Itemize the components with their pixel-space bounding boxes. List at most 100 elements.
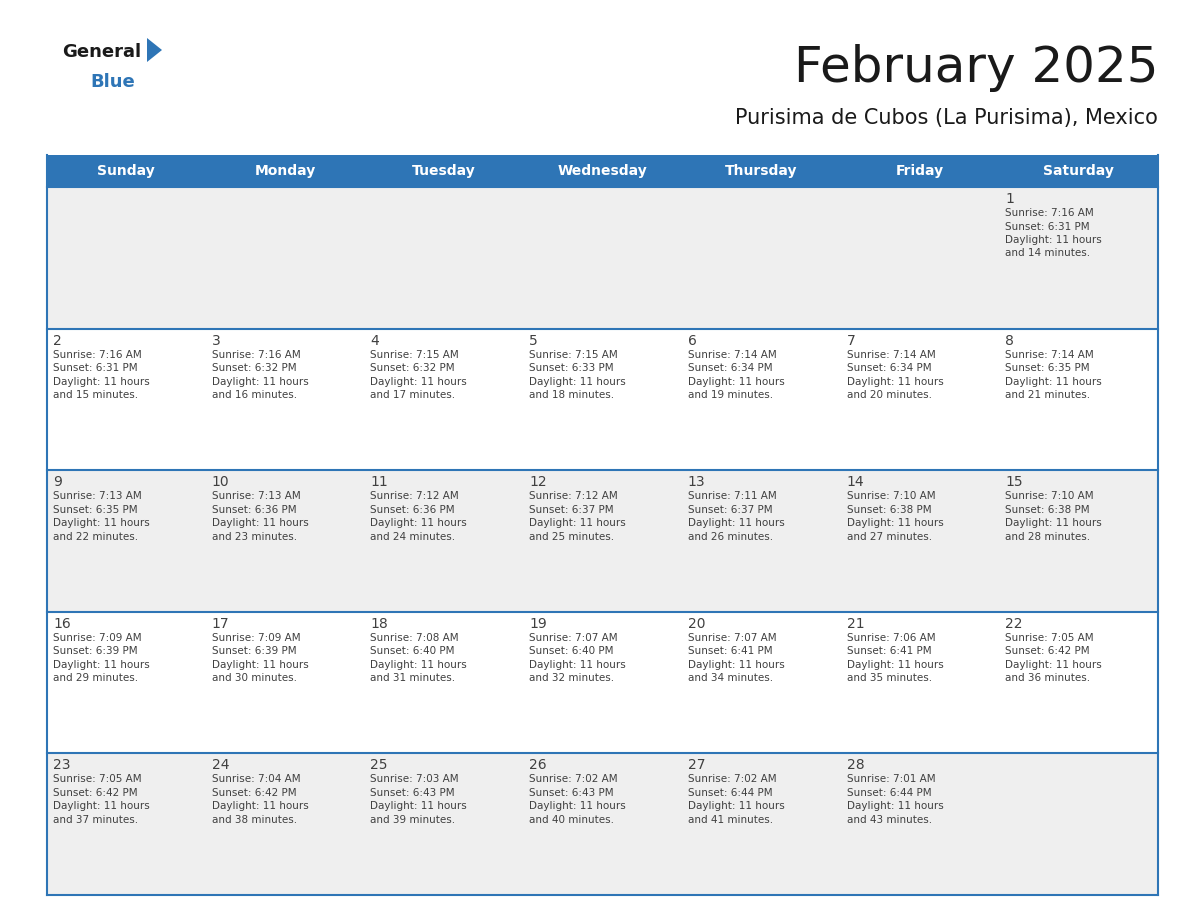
Text: General: General [62,43,141,61]
Text: 18: 18 [371,617,388,631]
Text: Sunrise: 7:02 AM: Sunrise: 7:02 AM [688,775,777,784]
Text: Daylight: 11 hours: Daylight: 11 hours [211,801,309,812]
Text: Sunset: 6:33 PM: Sunset: 6:33 PM [529,364,614,373]
Text: Sunrise: 7:14 AM: Sunrise: 7:14 AM [847,350,935,360]
Text: Sunrise: 7:05 AM: Sunrise: 7:05 AM [53,775,141,784]
Text: Sunrise: 7:14 AM: Sunrise: 7:14 AM [688,350,777,360]
Text: Sunrise: 7:11 AM: Sunrise: 7:11 AM [688,491,777,501]
Text: 25: 25 [371,758,388,772]
Text: Tuesday: Tuesday [412,164,475,178]
Text: Sunrise: 7:12 AM: Sunrise: 7:12 AM [371,491,460,501]
Text: Sunset: 6:36 PM: Sunset: 6:36 PM [371,505,455,515]
Text: Sunset: 6:34 PM: Sunset: 6:34 PM [847,364,931,373]
Text: Sunset: 6:43 PM: Sunset: 6:43 PM [529,788,614,798]
Text: Purisima de Cubos (La Purisima), Mexico: Purisima de Cubos (La Purisima), Mexico [735,108,1158,128]
Text: Daylight: 11 hours: Daylight: 11 hours [688,801,784,812]
Text: Sunset: 6:34 PM: Sunset: 6:34 PM [688,364,772,373]
Text: 4: 4 [371,333,379,348]
Text: Daylight: 11 hours: Daylight: 11 hours [1005,518,1102,528]
Text: and 40 minutes.: and 40 minutes. [529,815,614,825]
Text: and 27 minutes.: and 27 minutes. [847,532,931,542]
Text: Sunset: 6:35 PM: Sunset: 6:35 PM [1005,364,1089,373]
Text: Daylight: 11 hours: Daylight: 11 hours [53,518,150,528]
Text: Daylight: 11 hours: Daylight: 11 hours [847,376,943,386]
Text: Saturday: Saturday [1043,164,1114,178]
Bar [48,155,1158,187]
Text: Daylight: 11 hours: Daylight: 11 hours [53,660,150,670]
Text: and 15 minutes.: and 15 minutes. [53,390,138,400]
Text: Daylight: 11 hours: Daylight: 11 hours [688,518,784,528]
Text: and 36 minutes.: and 36 minutes. [1005,673,1091,683]
Text: and 17 minutes.: and 17 minutes. [371,390,455,400]
Text: 19: 19 [529,617,546,631]
Text: Sunset: 6:31 PM: Sunset: 6:31 PM [53,364,138,373]
Text: 26: 26 [529,758,546,772]
Text: Sunset: 6:36 PM: Sunset: 6:36 PM [211,505,296,515]
Text: and 19 minutes.: and 19 minutes. [688,390,773,400]
Text: Daylight: 11 hours: Daylight: 11 hours [211,376,309,386]
Text: Sunrise: 7:09 AM: Sunrise: 7:09 AM [53,633,141,643]
Text: and 28 minutes.: and 28 minutes. [1005,532,1091,542]
Text: Sunrise: 7:04 AM: Sunrise: 7:04 AM [211,775,301,784]
Text: 1: 1 [1005,192,1015,206]
Bar [48,329,1158,470]
Text: Daylight: 11 hours: Daylight: 11 hours [371,518,467,528]
Text: 5: 5 [529,333,538,348]
Text: and 35 minutes.: and 35 minutes. [847,673,931,683]
Text: Daylight: 11 hours: Daylight: 11 hours [847,801,943,812]
Text: and 34 minutes.: and 34 minutes. [688,673,773,683]
Text: 21: 21 [847,617,864,631]
Text: Sunrise: 7:08 AM: Sunrise: 7:08 AM [371,633,459,643]
Text: Sunset: 6:31 PM: Sunset: 6:31 PM [1005,221,1089,231]
Text: Sunrise: 7:06 AM: Sunrise: 7:06 AM [847,633,935,643]
Text: and 32 minutes.: and 32 minutes. [529,673,614,683]
Bar [48,470,1158,611]
Text: 2: 2 [53,333,62,348]
Text: and 30 minutes.: and 30 minutes. [211,673,297,683]
Text: Thursday: Thursday [725,164,797,178]
Text: and 41 minutes.: and 41 minutes. [688,815,773,825]
Text: Sunrise: 7:01 AM: Sunrise: 7:01 AM [847,775,935,784]
Text: Sunrise: 7:10 AM: Sunrise: 7:10 AM [847,491,935,501]
Text: Daylight: 11 hours: Daylight: 11 hours [53,801,150,812]
Bar [48,754,1158,895]
Text: Sunrise: 7:13 AM: Sunrise: 7:13 AM [211,491,301,501]
Text: Sunset: 6:42 PM: Sunset: 6:42 PM [211,788,296,798]
Text: Sunset: 6:44 PM: Sunset: 6:44 PM [688,788,772,798]
Text: 7: 7 [847,333,855,348]
Text: Sunrise: 7:07 AM: Sunrise: 7:07 AM [529,633,618,643]
Text: 17: 17 [211,617,229,631]
Text: 20: 20 [688,617,706,631]
Text: Sunset: 6:37 PM: Sunset: 6:37 PM [688,505,772,515]
Text: Blue: Blue [90,73,134,91]
Text: Daylight: 11 hours: Daylight: 11 hours [53,376,150,386]
Text: February 2025: February 2025 [794,44,1158,92]
Text: Sunrise: 7:13 AM: Sunrise: 7:13 AM [53,491,141,501]
Text: and 29 minutes.: and 29 minutes. [53,673,138,683]
Text: Daylight: 11 hours: Daylight: 11 hours [1005,660,1102,670]
Text: Sunset: 6:42 PM: Sunset: 6:42 PM [53,788,138,798]
Text: 3: 3 [211,333,221,348]
Text: Sunset: 6:39 PM: Sunset: 6:39 PM [211,646,296,656]
Text: 13: 13 [688,476,706,489]
Text: Daylight: 11 hours: Daylight: 11 hours [211,660,309,670]
Text: 8: 8 [1005,333,1015,348]
Text: and 39 minutes.: and 39 minutes. [371,815,455,825]
Text: and 23 minutes.: and 23 minutes. [211,532,297,542]
Text: Daylight: 11 hours: Daylight: 11 hours [371,660,467,670]
Text: and 16 minutes.: and 16 minutes. [211,390,297,400]
Text: 28: 28 [847,758,864,772]
Text: and 14 minutes.: and 14 minutes. [1005,249,1091,259]
Text: Daylight: 11 hours: Daylight: 11 hours [529,801,626,812]
Text: 11: 11 [371,476,388,489]
Text: Sunset: 6:43 PM: Sunset: 6:43 PM [371,788,455,798]
Text: Sunrise: 7:15 AM: Sunrise: 7:15 AM [529,350,618,360]
Text: Sunset: 6:40 PM: Sunset: 6:40 PM [529,646,614,656]
Text: Sunset: 6:32 PM: Sunset: 6:32 PM [371,364,455,373]
Text: Daylight: 11 hours: Daylight: 11 hours [371,376,467,386]
Text: and 43 minutes.: and 43 minutes. [847,815,931,825]
Text: 15: 15 [1005,476,1023,489]
Text: 23: 23 [53,758,70,772]
Text: Wednesday: Wednesday [557,164,647,178]
Text: Sunset: 6:44 PM: Sunset: 6:44 PM [847,788,931,798]
